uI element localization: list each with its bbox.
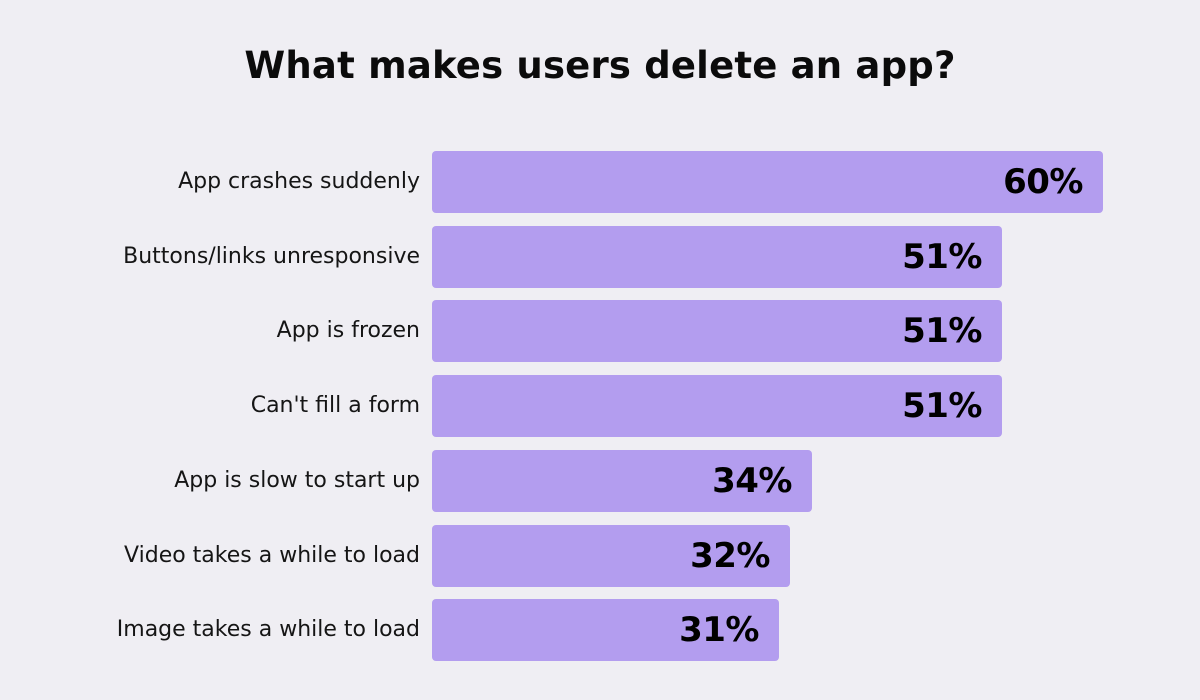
bar-row: Image takes a while to load 31%	[0, 599, 1200, 661]
bar-category-label: App is frozen	[276, 318, 420, 343]
bar-value-label: 60%	[1003, 162, 1083, 202]
bar-value-label: 51%	[902, 237, 982, 277]
bar-value-label: 51%	[902, 311, 982, 351]
bar-row: Video takes a while to load 32%	[0, 525, 1200, 587]
bar: 60%	[432, 151, 1103, 213]
bar-category-label: Image takes a while to load	[116, 617, 420, 642]
bar-row: App is slow to start up 34%	[0, 450, 1200, 512]
bar-row: Buttons/links unresponsive 51%	[0, 226, 1200, 288]
bar: 51%	[432, 226, 1002, 288]
bar-value-label: 51%	[902, 386, 982, 426]
bar-category-label: App crashes suddenly	[178, 169, 420, 194]
bar-category-label: App is slow to start up	[174, 468, 420, 493]
bar-row: App crashes suddenly 60%	[0, 151, 1200, 213]
bar: 51%	[432, 300, 1002, 362]
bar-value-label: 34%	[712, 461, 792, 501]
bar-value-label: 32%	[690, 536, 770, 576]
bar-row: Can't fill a form 51%	[0, 375, 1200, 437]
bar: 51%	[432, 375, 1002, 437]
chart-title: What makes users delete an app?	[244, 44, 956, 87]
bar: 34%	[432, 450, 812, 512]
bar-category-label: Can't fill a form	[250, 393, 420, 418]
bar-category-label: Video takes a while to load	[124, 543, 420, 568]
bar-row: App is frozen 51%	[0, 300, 1200, 362]
bar-category-label: Buttons/links unresponsive	[123, 244, 420, 269]
bar-value-label: 31%	[679, 610, 759, 650]
bar: 32%	[432, 525, 790, 587]
bar: 31%	[432, 599, 779, 661]
